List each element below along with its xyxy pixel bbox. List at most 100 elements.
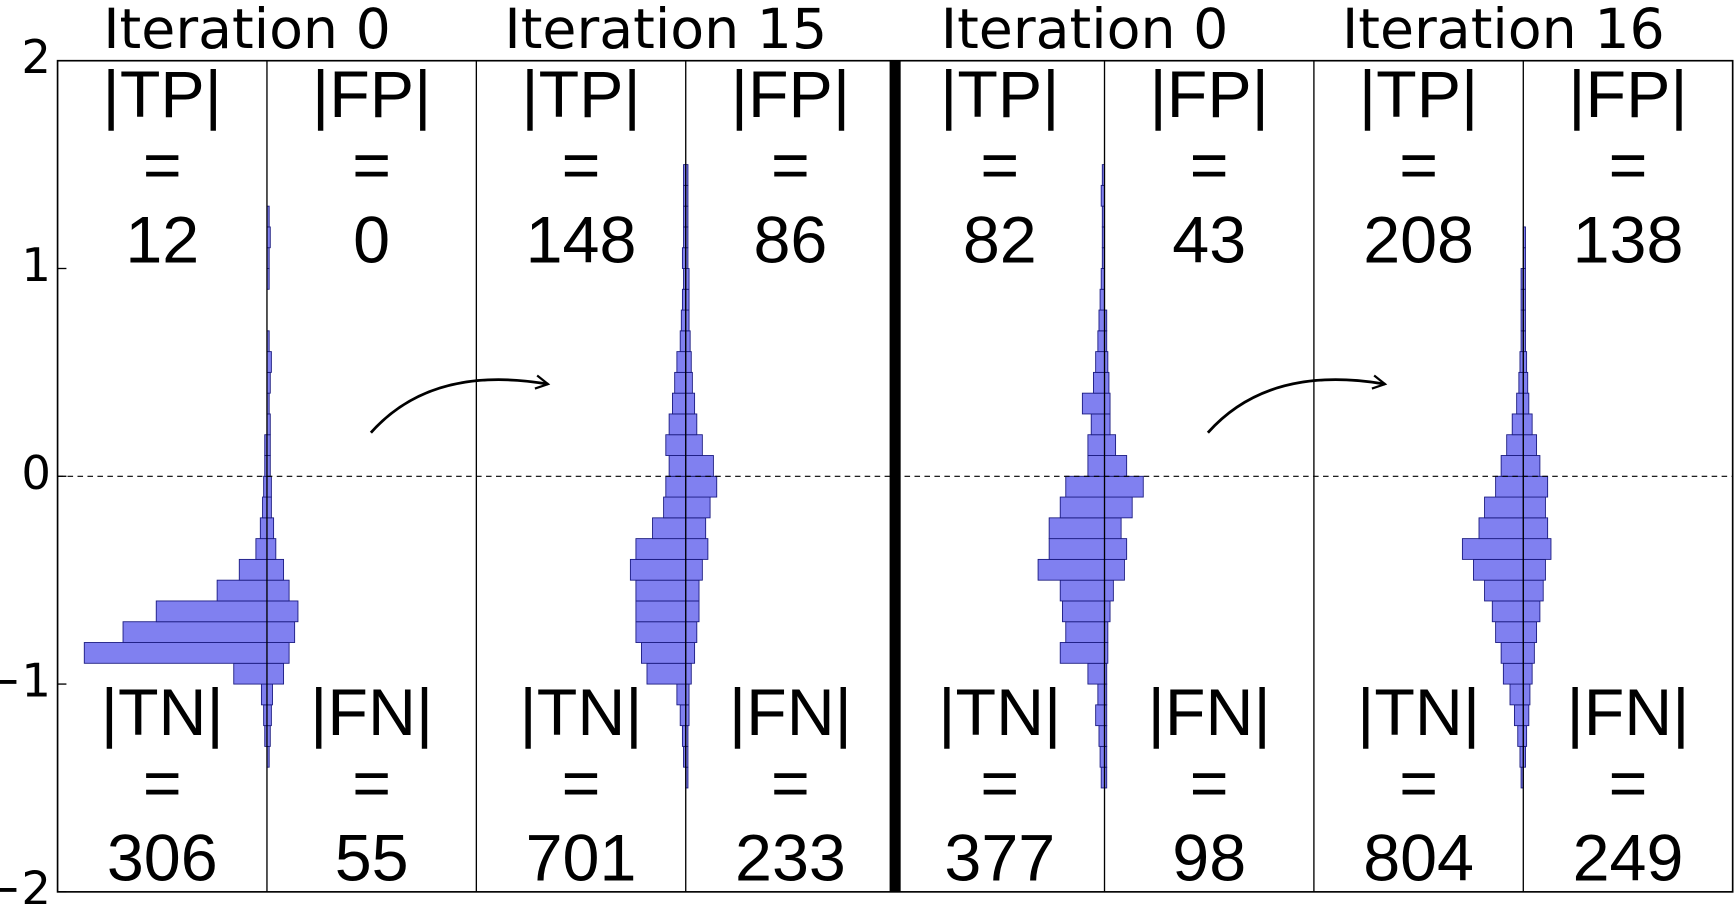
histogram-bar bbox=[685, 413, 698, 436]
histogram-bar bbox=[266, 517, 275, 540]
histogram-bar bbox=[1522, 704, 1530, 727]
y-tick-label: 2 bbox=[21, 30, 51, 84]
histogram-bar bbox=[1473, 558, 1524, 581]
histogram-bar bbox=[1037, 558, 1105, 581]
histogram-bar bbox=[233, 662, 268, 685]
histogram-bar bbox=[1104, 475, 1144, 498]
histogram-bar bbox=[685, 517, 707, 540]
histogram-bar bbox=[1511, 413, 1524, 436]
arrow bbox=[369, 380, 548, 434]
histogram-bar bbox=[1095, 351, 1105, 373]
histogram-bar bbox=[1513, 704, 1524, 727]
count-value: 377 bbox=[944, 822, 1055, 896]
equals-sign: = bbox=[352, 129, 391, 203]
count-value: 208 bbox=[1363, 204, 1474, 278]
y-tick-label: 1 bbox=[21, 238, 51, 292]
histogram-bar bbox=[685, 642, 696, 664]
histogram-bar bbox=[266, 683, 273, 706]
equals-sign: = bbox=[143, 129, 182, 203]
histogram-bar bbox=[665, 434, 687, 456]
quadrant-label: |FP| bbox=[731, 58, 850, 132]
quadrant-label: |FP| bbox=[1150, 58, 1269, 132]
histogram-bar bbox=[629, 558, 687, 581]
quadrant-label: |FN| bbox=[1566, 676, 1689, 750]
equals-sign: = bbox=[1609, 129, 1648, 203]
equals-sign: = bbox=[1609, 747, 1648, 821]
histogram-bar bbox=[266, 579, 290, 602]
histogram-bar bbox=[668, 413, 687, 436]
count-value: 82 bbox=[963, 204, 1037, 278]
quadrant-label: |TP| bbox=[1359, 58, 1478, 132]
quadrant-label: |TN| bbox=[938, 676, 1061, 750]
count-value: 86 bbox=[753, 204, 827, 278]
histogram-bar bbox=[685, 330, 691, 353]
histogram-bar bbox=[1097, 330, 1105, 353]
histogram-bar bbox=[1495, 475, 1524, 498]
histogram-bar bbox=[679, 330, 687, 353]
histogram-bar bbox=[1522, 600, 1541, 623]
histogram-bar bbox=[1104, 538, 1128, 560]
histogram-bar bbox=[1522, 413, 1533, 436]
quadrant-label: |FN| bbox=[310, 676, 433, 750]
histogram-bar bbox=[155, 600, 268, 623]
histogram-bar bbox=[665, 475, 687, 498]
count-value: 701 bbox=[526, 822, 637, 896]
histogram-bar bbox=[1484, 579, 1524, 602]
histogram-bar bbox=[1104, 413, 1111, 436]
histogram-bar bbox=[1522, 434, 1538, 456]
histogram-bar bbox=[266, 662, 285, 685]
count-value: 233 bbox=[735, 822, 846, 896]
histogram-bar bbox=[1516, 392, 1524, 415]
histogram-bar bbox=[1522, 662, 1533, 685]
equals-sign: = bbox=[771, 129, 810, 203]
histogram-bar bbox=[1522, 621, 1538, 643]
histogram-bar bbox=[266, 558, 285, 581]
histogram-bar bbox=[676, 683, 687, 706]
count-value: 12 bbox=[125, 204, 199, 278]
histogram-bar bbox=[685, 496, 711, 519]
histogram-bar bbox=[266, 600, 299, 623]
histogram-bar bbox=[652, 517, 687, 540]
y-tick-label: 0 bbox=[21, 446, 51, 500]
histogram-bar bbox=[1522, 475, 1549, 498]
equals-sign: = bbox=[1399, 129, 1438, 203]
histogram-bar bbox=[260, 683, 268, 706]
equals-sign: = bbox=[1399, 747, 1438, 821]
histogram-bar bbox=[1104, 371, 1110, 394]
histogram-bar bbox=[1522, 642, 1535, 664]
panel-title: Iteration 0 bbox=[941, 0, 1229, 62]
histogram-bar bbox=[1104, 434, 1117, 456]
count-value: 43 bbox=[1172, 204, 1246, 278]
quadrant-label: |TN| bbox=[1357, 676, 1480, 750]
histogram-bar bbox=[216, 579, 268, 602]
quadrant-label: |FN| bbox=[1148, 676, 1271, 750]
quadrant-label: |TP| bbox=[103, 58, 222, 132]
quadrant-label: |TN| bbox=[101, 676, 224, 750]
histogram-bar bbox=[255, 538, 268, 560]
equals-sign: = bbox=[352, 747, 391, 821]
count-value: 148 bbox=[526, 204, 637, 278]
histogram-bar bbox=[1461, 538, 1524, 560]
histogram-bar bbox=[1509, 683, 1524, 706]
histogram-bar bbox=[685, 558, 703, 581]
histogram-bar bbox=[1104, 517, 1122, 540]
histogram-bar bbox=[685, 455, 714, 477]
histogram-bar bbox=[1098, 725, 1105, 747]
histogram-bar bbox=[1061, 600, 1105, 623]
panel-title: Iteration 15 bbox=[504, 0, 827, 62]
arrow bbox=[1206, 380, 1385, 434]
histogram-bar bbox=[1522, 455, 1541, 477]
histogram-bar bbox=[676, 351, 687, 373]
count-value: 804 bbox=[1363, 822, 1474, 896]
histogram-bar bbox=[266, 621, 296, 643]
histogram-bar bbox=[1048, 517, 1105, 540]
histogram-bar bbox=[1065, 475, 1105, 498]
histogram-bar bbox=[1506, 434, 1524, 456]
histogram-bar bbox=[1522, 558, 1546, 581]
histogram-bar bbox=[635, 538, 687, 560]
histogram-bar bbox=[1092, 371, 1105, 394]
histogram-bar bbox=[641, 642, 687, 664]
histogram-bar bbox=[685, 392, 696, 415]
